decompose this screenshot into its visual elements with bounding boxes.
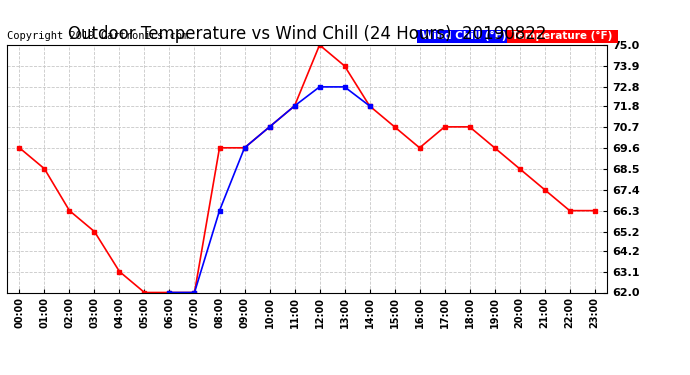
Text: Temperature (°F): Temperature (°F) <box>508 31 616 41</box>
Text: Wind Chill (°F): Wind Chill (°F) <box>418 31 510 41</box>
Title: Outdoor Temperature vs Wind Chill (24 Hours)  20190822: Outdoor Temperature vs Wind Chill (24 Ho… <box>68 26 546 44</box>
Text: Copyright 2019 Cartronics.com: Copyright 2019 Cartronics.com <box>7 31 188 41</box>
